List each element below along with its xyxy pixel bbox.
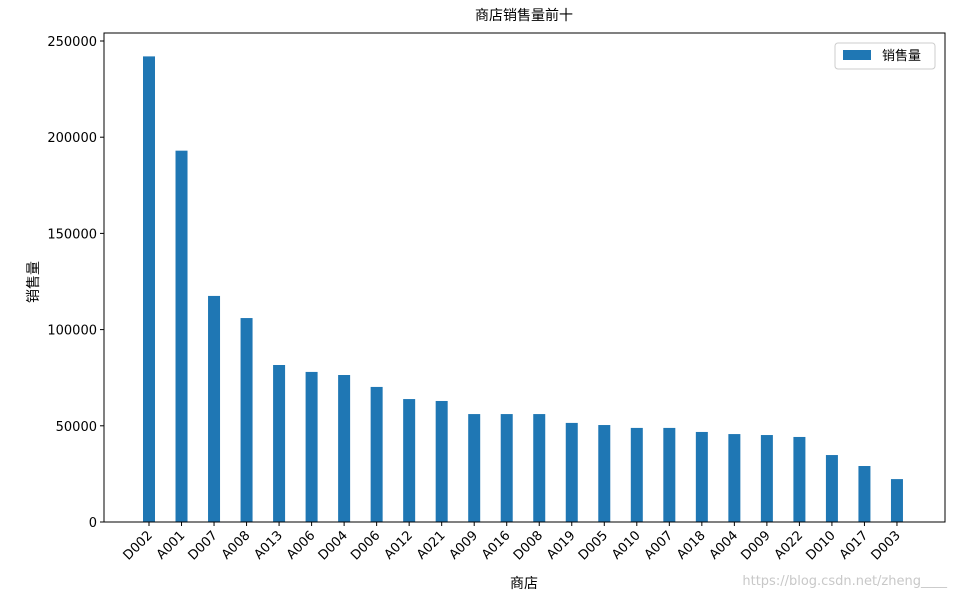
x-tick-label: A021 [414,528,448,562]
x-tick-label: D004 [316,528,351,563]
bar [175,150,188,522]
bar [728,434,741,522]
bar [890,479,903,522]
bar [500,414,513,522]
y-tick-label: 100000 [47,324,97,339]
x-tick-label: A009 [447,528,481,562]
y-tick-label: 50000 [56,420,97,435]
legend-label: 销售量 [882,48,921,64]
bar [143,56,155,522]
x-tick-label: A013 [251,528,285,562]
bar [403,399,416,522]
bar [565,422,578,522]
x-tick-label: D003 [869,528,904,563]
bar [338,375,351,522]
y-tick-label: 150000 [47,227,97,242]
x-tick-label: D006 [348,528,383,563]
x-tick-label: A004 [707,528,741,562]
x-tick-label: D008 [511,528,546,563]
y-tick-label: 0 [89,516,97,531]
x-tick-label: A006 [284,528,318,562]
x-tick-label: D007 [186,528,221,563]
x-tick-label: A019 [544,528,578,562]
legend-box [834,42,936,70]
bar [598,425,611,522]
bar [240,318,253,522]
bar [760,435,773,522]
x-tick-label: D009 [738,528,773,563]
plot-frame [103,32,946,523]
bar [630,427,643,522]
chart-title: 商店销售量前十 [475,7,573,24]
bar [370,386,383,522]
x-tick-label: A018 [674,528,708,562]
x-tick-label: D005 [576,528,611,563]
bar [825,455,838,522]
bar [533,414,546,522]
y-tick-label: 200000 [47,131,97,146]
x-tick-label: D002 [121,528,156,563]
y-axis-label: 销售量 [26,261,42,303]
x-tick-label: A022 [772,528,806,562]
x-tick-label: A007 [642,528,676,562]
bar [695,431,708,522]
x-tick-label: A016 [479,528,513,562]
x-tick-label: A012 [382,528,416,562]
legend-swatch [843,50,871,60]
bar [793,436,806,522]
x-tick-label: A001 [154,528,188,562]
x-tick-label: D010 [804,528,839,563]
x-axis-label: 商店 [510,576,538,592]
watermark: https://blog.csdn.net/zheng____ [742,574,947,589]
bar [858,466,871,522]
bar [208,295,221,522]
bar [273,365,286,522]
bar [435,400,448,522]
bar [663,427,676,522]
y-tick-label: 250000 [47,35,97,50]
bar [468,414,481,522]
bar [305,371,318,522]
x-tick-label: A017 [837,528,871,562]
x-tick-label: A010 [609,528,643,562]
x-tick-label: A008 [219,528,253,562]
